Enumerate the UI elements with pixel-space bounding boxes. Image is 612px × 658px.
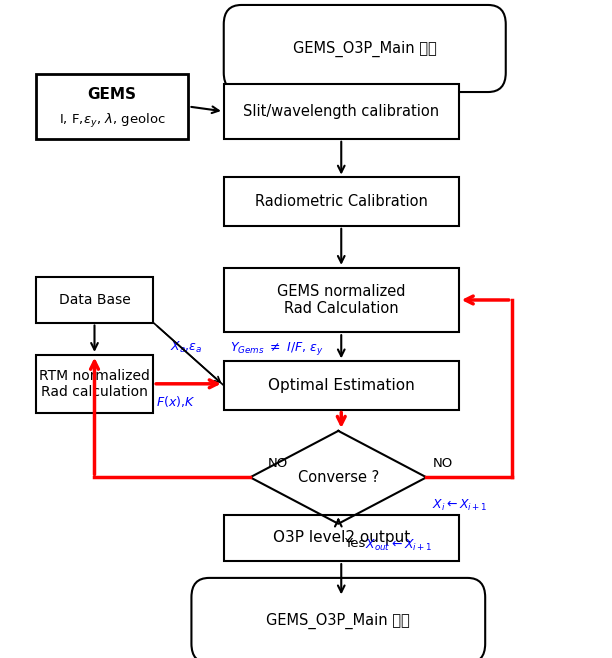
Text: O3P level2 output: O3P level2 output (272, 530, 410, 545)
Bar (224, 268, 459, 332)
Bar (35, 74, 188, 139)
Text: $X_{out}$$\leftarrow$$X_{i+1}$: $X_{out}$$\leftarrow$$X_{i+1}$ (365, 538, 432, 553)
Text: Optimal Estimation: Optimal Estimation (268, 378, 414, 393)
Bar (35, 355, 153, 413)
Bar (224, 178, 459, 226)
Text: $Y_{Gems}$ $\neq$ $I/F$, $\varepsilon_y$: $Y_{Gems}$ $\neq$ $I/F$, $\varepsilon_y$ (230, 340, 323, 357)
Text: Radiometric Calibration: Radiometric Calibration (255, 194, 428, 209)
Text: NO: NO (432, 457, 452, 470)
Text: $F(x)$,$K$: $F(x)$,$K$ (156, 394, 195, 409)
Text: GEMS: GEMS (88, 88, 136, 103)
Text: Converse ?: Converse ? (297, 470, 379, 485)
Bar (224, 515, 459, 561)
Text: $X_a$,$\varepsilon_a$: $X_a$,$\varepsilon_a$ (170, 340, 202, 355)
Text: I, F,$\varepsilon_y$, $\lambda$, geoloc: I, F,$\varepsilon_y$, $\lambda$, geoloc (59, 112, 165, 130)
Text: Data Base: Data Base (59, 293, 130, 307)
Text: NO: NO (268, 457, 288, 470)
Text: $X_i$$\leftarrow$$X_{i+1}$: $X_i$$\leftarrow$$X_{i+1}$ (432, 498, 488, 513)
FancyBboxPatch shape (192, 578, 485, 658)
Text: GEMS_O3P_Main 시작: GEMS_O3P_Main 시작 (293, 40, 436, 57)
Bar (35, 278, 153, 322)
Text: GEMS_O3P_Main 종료: GEMS_O3P_Main 종료 (266, 613, 410, 628)
Text: Yes: Yes (344, 537, 365, 549)
Text: Slit/wavelength calibration: Slit/wavelength calibration (243, 104, 439, 119)
Bar (224, 361, 459, 409)
FancyBboxPatch shape (224, 5, 506, 92)
Text: GEMS normalized
Rad Calculation: GEMS normalized Rad Calculation (277, 284, 406, 316)
Text: RTM normalized
Rad calculation: RTM normalized Rad calculation (39, 368, 150, 399)
Bar (224, 84, 459, 139)
